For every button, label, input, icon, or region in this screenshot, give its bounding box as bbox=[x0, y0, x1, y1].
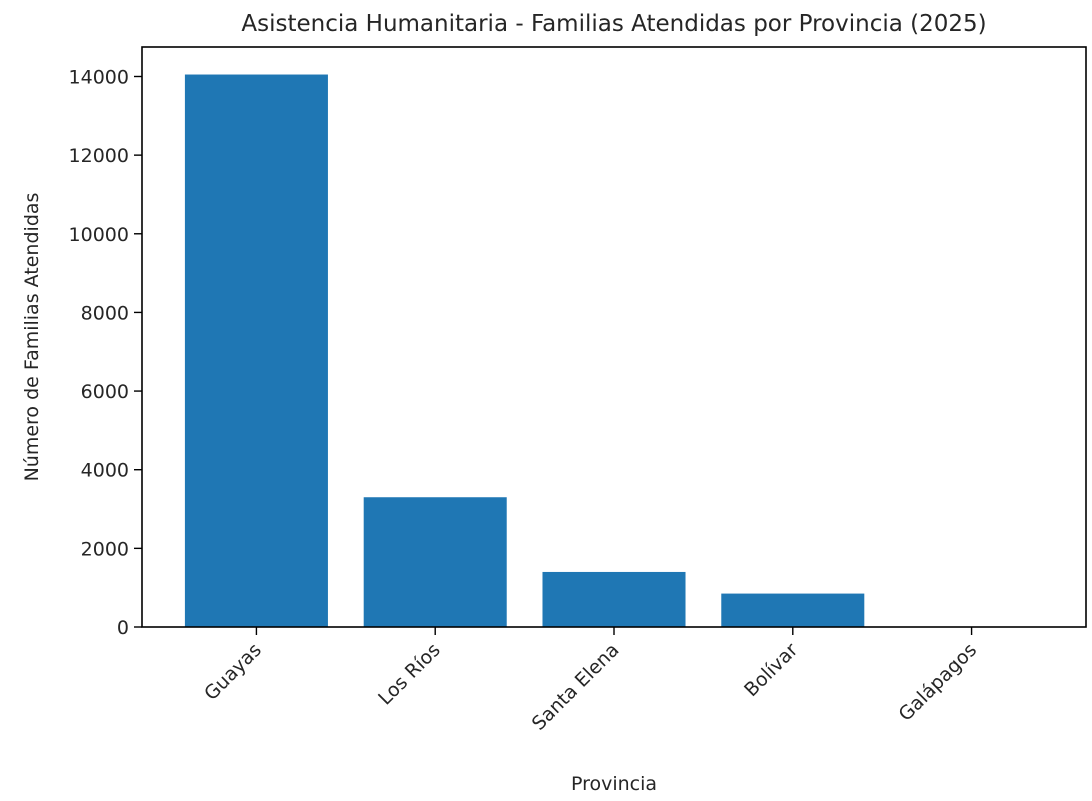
y-tick-label: 10000 bbox=[69, 224, 129, 246]
x-axis-ticks: Guayas Los Ríos Santa Elena Bolívar Galápago… bbox=[200, 627, 981, 735]
bar-bol-var bbox=[721, 593, 865, 627]
y-tick-label: 12000 bbox=[69, 145, 129, 167]
y-tick-label: 6000 bbox=[81, 381, 129, 403]
y-tick-label: 8000 bbox=[81, 302, 129, 324]
y-tick-label: 2000 bbox=[81, 538, 129, 560]
bars-group bbox=[184, 74, 865, 628]
chart-title: Asistencia Humanitaria - Familias Atendi… bbox=[241, 11, 986, 37]
y-axis-ticks: 0 2000 4000 6000 8000 10000 12000 14000 bbox=[69, 66, 142, 639]
y-tick-label: 14000 bbox=[69, 66, 129, 88]
y-axis-label: Número de Familias Atendidas bbox=[21, 193, 43, 482]
x-tick-label: Galápagos bbox=[894, 639, 981, 726]
bar-santa-elena bbox=[542, 571, 686, 627]
y-tick-label: 4000 bbox=[81, 460, 129, 482]
x-tick-label: Bolívar bbox=[740, 639, 802, 701]
bar-guayas bbox=[184, 74, 328, 628]
plot-frame bbox=[141, 46, 1087, 628]
y-tick-label: 0 bbox=[117, 617, 129, 639]
x-tick-label: Los Ríos bbox=[374, 639, 445, 710]
bar-los-r-os bbox=[363, 497, 507, 627]
x-tick-label: Guayas bbox=[200, 639, 266, 705]
x-tick-label: Santa Elena bbox=[528, 639, 624, 735]
x-axis-label: Provincia bbox=[571, 773, 657, 795]
